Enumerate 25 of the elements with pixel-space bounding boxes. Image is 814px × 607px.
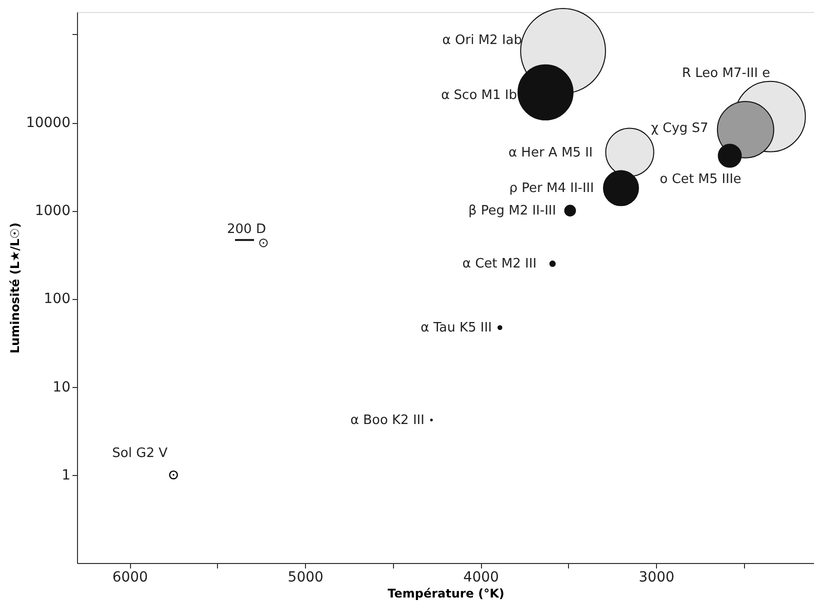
annotation: o Cet M5 IIIe [660,172,742,187]
y-tick-label: 1000 [34,203,70,220]
x-tick-label: 4000 [463,570,499,586]
annotation: α Ori M2 Iab [442,33,522,48]
annotation: β Peg M2 II-III [468,204,556,219]
annotation: α Sco M1 Ib [441,88,517,103]
annotation: α Boo K2 III [350,413,424,428]
annotation: ρ Per M4 II-III [509,181,594,196]
x-tick-label: 5000 [288,570,324,586]
annotation: 200 D [227,222,266,237]
y-axis-title: Luminosité (L★/L☉) [8,222,22,354]
y-tick-label: 10000 [26,115,70,132]
x-axis-title: Température (°K) [388,586,504,600]
y-tick-label: 1 [62,467,70,484]
annotation: χ Cyg S7 [651,121,708,136]
y-tick-label: 100 [44,291,70,308]
annotation: α Cet M2 III [462,256,537,272]
annotation: R Leo M7-III e [682,66,770,81]
annotation: ⊙ [258,236,269,251]
y-tick-label: 10 [52,379,70,396]
x-tick-label: 3000 [638,570,674,586]
x-tick-label: 6000 [112,570,148,586]
annotation: α Her A M5 II [508,145,593,160]
annotation: α Tau K5 III [420,320,492,336]
annotation: Sol G2 V [112,446,168,461]
